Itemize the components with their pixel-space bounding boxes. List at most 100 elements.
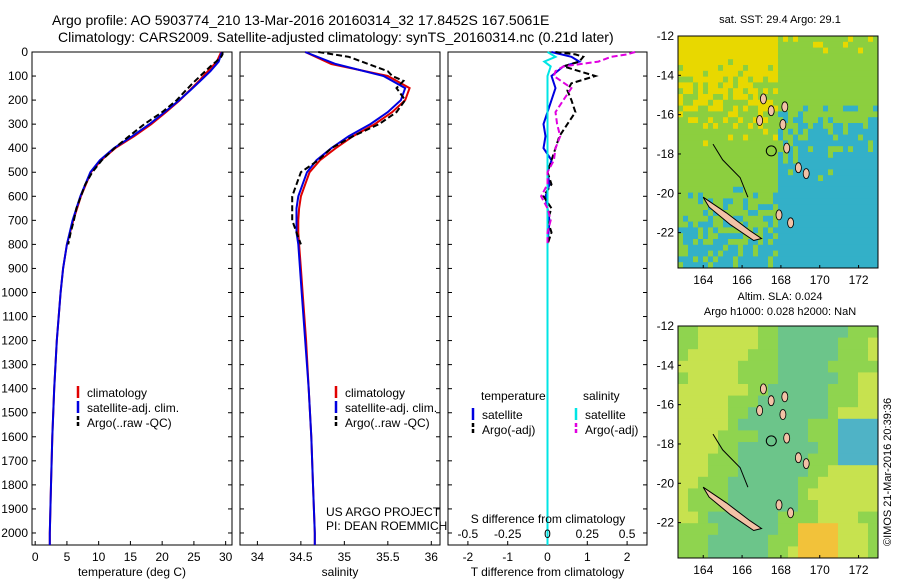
sst-cell <box>833 233 839 240</box>
sst-cell <box>743 99 749 107</box>
sst-cell <box>818 210 824 217</box>
sst-cell <box>783 134 789 141</box>
sst-cell <box>718 36 724 43</box>
sst-cell <box>763 210 769 217</box>
sst-cell <box>788 134 794 141</box>
sst-cell <box>853 88 859 95</box>
sst-cell <box>818 53 824 60</box>
sla-cell <box>678 349 689 362</box>
sst-cell <box>753 99 759 107</box>
sst-cell <box>833 256 839 263</box>
sst-cell <box>798 94 804 101</box>
sst-cell <box>793 152 799 159</box>
sla-cell <box>838 511 849 524</box>
sla-cell <box>708 407 719 420</box>
sst-cell <box>848 111 854 118</box>
land-island <box>783 142 791 154</box>
sst-cell <box>743 88 749 95</box>
sst-cell <box>748 82 754 89</box>
sst-cell <box>848 140 854 147</box>
map-xtick-label: 170 <box>810 563 830 577</box>
sla-cell <box>748 488 759 501</box>
sla-cell <box>738 453 749 466</box>
sst-cell <box>678 146 684 153</box>
sla-cell <box>728 418 739 431</box>
sst-cell <box>678 70 684 78</box>
sst-cell <box>788 157 794 165</box>
sst-cell <box>713 88 719 95</box>
sla-cell <box>828 488 839 501</box>
sst-cell <box>803 221 809 228</box>
sla-cell <box>848 500 859 513</box>
sst-cell <box>738 140 744 147</box>
sla-cell <box>808 372 819 385</box>
sst-cell <box>823 47 829 54</box>
sst-cell <box>863 163 869 170</box>
sst-cell <box>828 221 834 228</box>
sst-cell <box>763 76 769 83</box>
sla-cell <box>728 337 739 350</box>
sst-cell <box>828 163 834 170</box>
sst-cell <box>833 181 839 188</box>
sst-cell <box>748 53 754 60</box>
sst-cell <box>698 128 704 136</box>
sst-cell <box>778 82 784 89</box>
xtick-top-label: 0.5 <box>619 527 636 541</box>
sla-cell <box>698 500 709 513</box>
sst-cell <box>778 47 784 54</box>
sst-cell <box>798 239 804 246</box>
sla-cell <box>858 500 869 513</box>
sst-cell <box>833 65 839 72</box>
land-island <box>767 395 775 407</box>
sst-cell <box>848 53 854 60</box>
sst-cell <box>748 111 754 118</box>
xtick-label: 20 <box>155 550 169 564</box>
sst-cell <box>838 134 844 141</box>
sst-cell <box>758 175 764 182</box>
sst-cell <box>808 221 814 228</box>
sst-cell <box>818 47 824 54</box>
sst-cell <box>683 239 689 246</box>
sst-cell <box>873 250 879 257</box>
sst-cell <box>808 123 814 130</box>
xlabel-salinity: salinity <box>322 565 359 579</box>
sst-cell <box>763 227 769 234</box>
sst-cell <box>738 163 744 170</box>
sst-cell <box>803 70 809 78</box>
sst-cell <box>718 157 724 165</box>
sst-cell <box>803 105 809 112</box>
sst-cell <box>868 210 874 217</box>
sst-cell <box>783 233 789 240</box>
sst-cell <box>713 227 719 234</box>
sst-cell <box>803 117 809 124</box>
sst-cell <box>868 215 874 223</box>
sst-cell <box>768 210 774 217</box>
sst-cell <box>698 76 704 83</box>
sla-cell <box>868 465 879 478</box>
sla-cell <box>818 395 829 408</box>
sst-cell <box>783 65 789 72</box>
sst-cell <box>873 157 879 165</box>
sst-cell <box>793 186 799 194</box>
sst-cell <box>763 82 769 89</box>
sla-cell <box>778 384 789 397</box>
sst-cell <box>683 186 689 194</box>
sla-cell <box>828 546 839 559</box>
sst-cell <box>798 250 804 257</box>
sst-cell <box>723 70 729 78</box>
sst-cell <box>693 76 699 83</box>
sla-cell <box>758 418 769 431</box>
sla-cell <box>748 500 759 513</box>
sst-cell <box>743 256 749 263</box>
sla-cell <box>728 465 739 478</box>
sst-cell <box>863 227 869 234</box>
sst-cell <box>828 169 834 176</box>
sst-cell <box>678 250 684 257</box>
sst-cell <box>838 204 844 211</box>
sst-cell <box>813 140 819 147</box>
sst-cell <box>748 163 754 170</box>
sst-cell <box>708 169 714 176</box>
ytick-label: 1600 <box>1 430 28 444</box>
sst-cell <box>783 76 789 83</box>
map-ytick-label: -22 <box>657 516 675 530</box>
